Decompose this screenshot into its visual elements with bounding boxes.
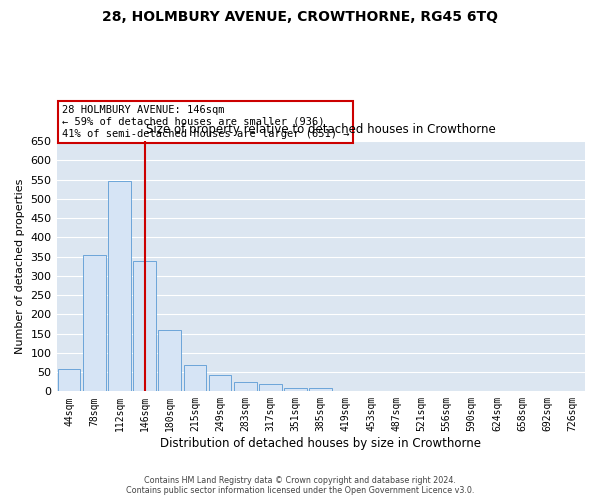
X-axis label: Distribution of detached houses by size in Crowthorne: Distribution of detached houses by size … — [160, 437, 481, 450]
Bar — [158, 330, 181, 392]
Bar — [83, 256, 106, 392]
Bar — [435, 390, 458, 392]
Bar — [310, 388, 332, 392]
Text: Contains HM Land Registry data © Crown copyright and database right 2024.
Contai: Contains HM Land Registry data © Crown c… — [126, 476, 474, 495]
Title: Size of property relative to detached houses in Crowthorne: Size of property relative to detached ho… — [146, 122, 496, 136]
Text: 28, HOLMBURY AVENUE, CROWTHORNE, RG45 6TQ: 28, HOLMBURY AVENUE, CROWTHORNE, RG45 6T… — [102, 10, 498, 24]
Bar — [133, 261, 156, 392]
Text: 28 HOLMBURY AVENUE: 146sqm
← 59% of detached houses are smaller (936)
41% of sem: 28 HOLMBURY AVENUE: 146sqm ← 59% of deta… — [62, 106, 349, 138]
Bar — [234, 382, 257, 392]
Y-axis label: Number of detached properties: Number of detached properties — [15, 178, 25, 354]
Bar — [561, 390, 584, 392]
Bar — [209, 375, 232, 392]
Bar — [108, 182, 131, 392]
Bar — [184, 365, 206, 392]
Bar — [284, 388, 307, 392]
Bar — [259, 384, 282, 392]
Bar — [58, 370, 80, 392]
